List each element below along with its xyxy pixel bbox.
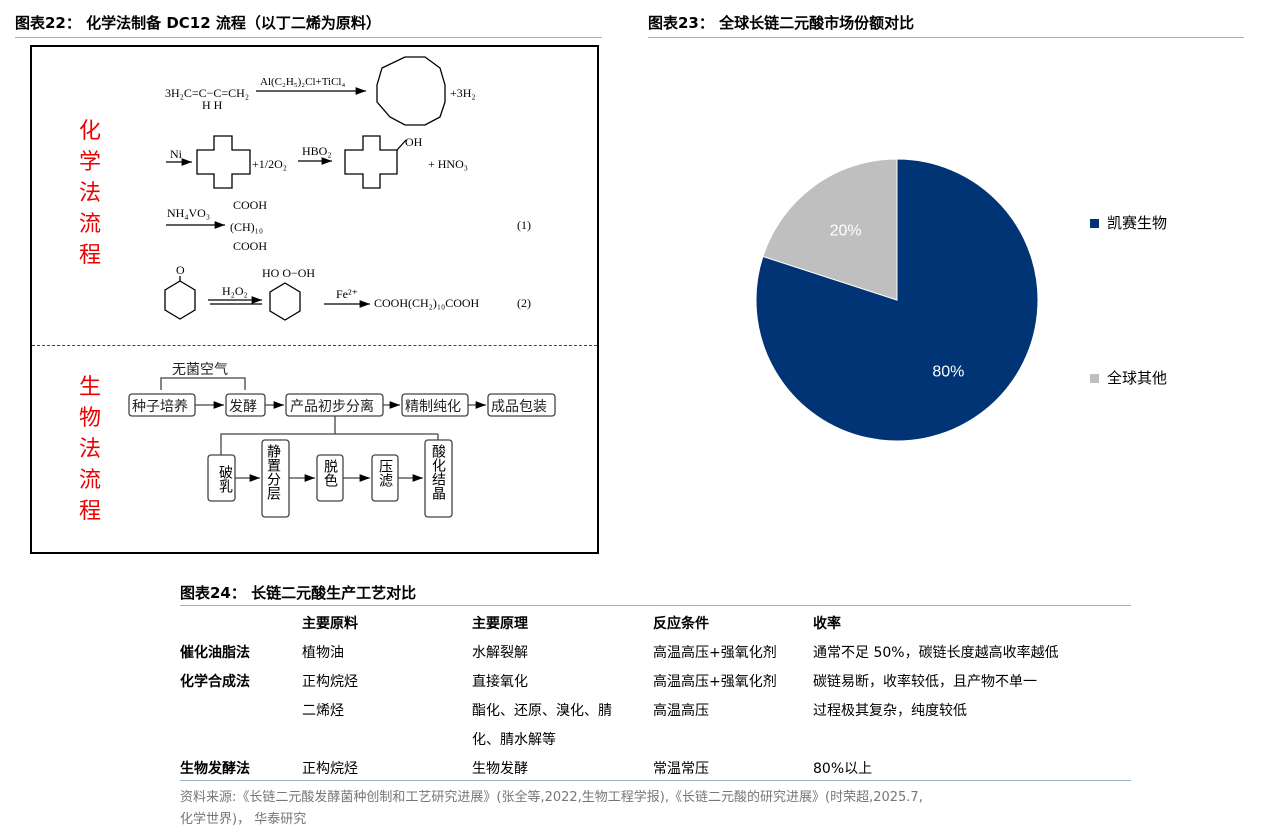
table-cell: 过程极其复杂，纯度较低 bbox=[813, 703, 967, 719]
market-share-pie: 80% 20% bbox=[755, 158, 1039, 442]
section-divider bbox=[32, 345, 597, 346]
table-cell: 水解裂解 bbox=[472, 645, 528, 661]
ketone-oxygen: O bbox=[176, 263, 185, 277]
label-char: 生 bbox=[78, 375, 101, 400]
source-line-2: 化学世界)， 华泰研究 bbox=[180, 812, 307, 827]
source-line-1: 资料来源:《长链二元酸发酵菌种创制和工艺研究进展》(张全等,2022,生物工程学… bbox=[180, 790, 923, 805]
label-char: 化 bbox=[78, 119, 101, 144]
hydrogen-labels: H H bbox=[202, 98, 223, 112]
figure-24-title: 图表24： 长链二元酸生产工艺对比 bbox=[180, 584, 417, 602]
row-label: 生物发酵法 bbox=[180, 761, 250, 777]
step-initial-separation: 产品初步分离 bbox=[290, 398, 374, 415]
hydroxyl-label: OH bbox=[405, 135, 423, 149]
table-cell: 碳链易断，收率较低，且产物不单一 bbox=[813, 674, 1037, 690]
ch-chain: (CH)₁₀ bbox=[230, 220, 263, 234]
title-rule bbox=[648, 37, 1244, 38]
cooh-bottom: COOH bbox=[233, 239, 267, 253]
table-header: 主要原料 bbox=[302, 616, 358, 632]
step-fermentation: 发酵 bbox=[229, 399, 257, 415]
row-label: 催化油脂法 bbox=[180, 645, 250, 661]
pie-data-label: 80% bbox=[932, 364, 964, 381]
title-rule bbox=[15, 37, 602, 38]
label-char: 法 bbox=[78, 437, 101, 462]
legend-label: 全球其他 bbox=[1107, 369, 1168, 387]
table-cell: 高温高压 bbox=[653, 703, 709, 719]
step-decolor: 脱色 bbox=[322, 459, 338, 487]
equation-1-number: (1) bbox=[517, 218, 531, 232]
table-cell: 正构烷烃 bbox=[302, 674, 358, 690]
table-cell: 常温常压 bbox=[653, 761, 709, 777]
step-refining: 精制纯化 bbox=[405, 399, 461, 415]
table-cell: 直接氧化 bbox=[472, 674, 528, 690]
table-cell: 正构烷烃 bbox=[302, 761, 358, 777]
h2o2-reagent: H₂O₂ bbox=[222, 284, 248, 298]
legend-item-others: 全球其他 bbox=[1090, 367, 1167, 388]
iron-catalyst: Fe²⁺ bbox=[336, 287, 358, 301]
table-cell: 80%以上 bbox=[813, 761, 873, 777]
pie-data-label: 20% bbox=[830, 222, 862, 239]
step-press-filter: 压滤 bbox=[377, 459, 393, 487]
step-packaging: 成品包装 bbox=[491, 399, 547, 415]
label-char: 流 bbox=[78, 212, 101, 237]
step-settle: 静置分层 bbox=[265, 444, 281, 500]
step-acidify-crystallize: 酸化结晶 bbox=[430, 444, 446, 500]
table-bottom-rule bbox=[180, 780, 1131, 781]
cooh-top: COOH bbox=[233, 198, 267, 212]
dc12-product: COOH(CH₂)₁₀COOH bbox=[374, 296, 480, 310]
table-cell: 化、腈水解等 bbox=[472, 732, 556, 748]
legend-item-cathay: 凯赛生物 bbox=[1090, 212, 1167, 233]
table-cell: 二烯烃 bbox=[302, 703, 344, 719]
oxygen-term: +1/2O₂ bbox=[252, 157, 287, 171]
chemical-reactions: 3H₂C=C−C=CH₂ H H Al(C₂H₅)₂Cl+TiCl₄ +3H₂ … bbox=[128, 56, 556, 518]
table-cell: 酯化、还原、溴化、腈 bbox=[472, 703, 612, 719]
legend-label: 凯赛生物 bbox=[1107, 214, 1168, 232]
row-label: 化学合成法 bbox=[180, 674, 250, 690]
catalyst-ni: Ni bbox=[170, 147, 183, 161]
figure-22-title: 图表22： 化学法制备 DC12 流程（以丁二烯为原料） bbox=[15, 14, 381, 32]
figure-23-title: 图表23： 全球长链二元酸市场份额对比 bbox=[648, 14, 915, 32]
butadiene-formula: 3H₂C=C−C=CH₂ bbox=[165, 86, 249, 100]
title-rule bbox=[180, 605, 1131, 606]
label-char: 程 bbox=[78, 499, 101, 524]
hydrogen-product: +3H₂ bbox=[450, 86, 476, 100]
table-header: 主要原理 bbox=[472, 616, 528, 632]
label-char: 流 bbox=[78, 468, 101, 493]
bio-method-label: 生物法流程 bbox=[77, 372, 103, 527]
legend-swatch bbox=[1090, 374, 1099, 383]
table-cell: 植物油 bbox=[302, 645, 344, 661]
label-char: 物 bbox=[78, 406, 101, 431]
nitric-acid-term: + HNO₃ bbox=[428, 157, 468, 171]
catalyst-hbo2: HBO₂ bbox=[302, 144, 332, 158]
table-cell: 高温高压+强氧化剂 bbox=[653, 645, 777, 661]
catalyst-nh4vo3: NH₄VO₃ bbox=[167, 206, 210, 220]
table-header: 反应条件 bbox=[653, 616, 709, 632]
table-header: 收率 bbox=[813, 616, 841, 632]
pie-slice-2 bbox=[762, 158, 898, 301]
process-diagram-frame bbox=[30, 45, 599, 554]
label-char: 学 bbox=[78, 150, 101, 175]
step-seed-culture: 种子培养 bbox=[132, 399, 188, 415]
sterile-air-label: 无菌空气 bbox=[172, 362, 228, 378]
hydroperoxide-label: HO O−OH bbox=[262, 266, 315, 280]
catalyst-1: Al(C₂H₅)₂Cl+TiCl₄ bbox=[260, 76, 345, 88]
table-cell: 生物发酵 bbox=[472, 761, 528, 777]
chem-method-label: 化学法流程 bbox=[77, 116, 103, 271]
equation-2-number: (2) bbox=[517, 296, 531, 310]
table-cell: 高温高压+强氧化剂 bbox=[653, 674, 777, 690]
table-cell: 通常不足 50%，碳链长度越高收率越低 bbox=[813, 645, 1059, 661]
label-char: 法 bbox=[78, 181, 101, 206]
legend-swatch bbox=[1090, 219, 1099, 228]
step-demulsify: 破乳 bbox=[217, 465, 233, 493]
label-char: 程 bbox=[78, 243, 101, 268]
